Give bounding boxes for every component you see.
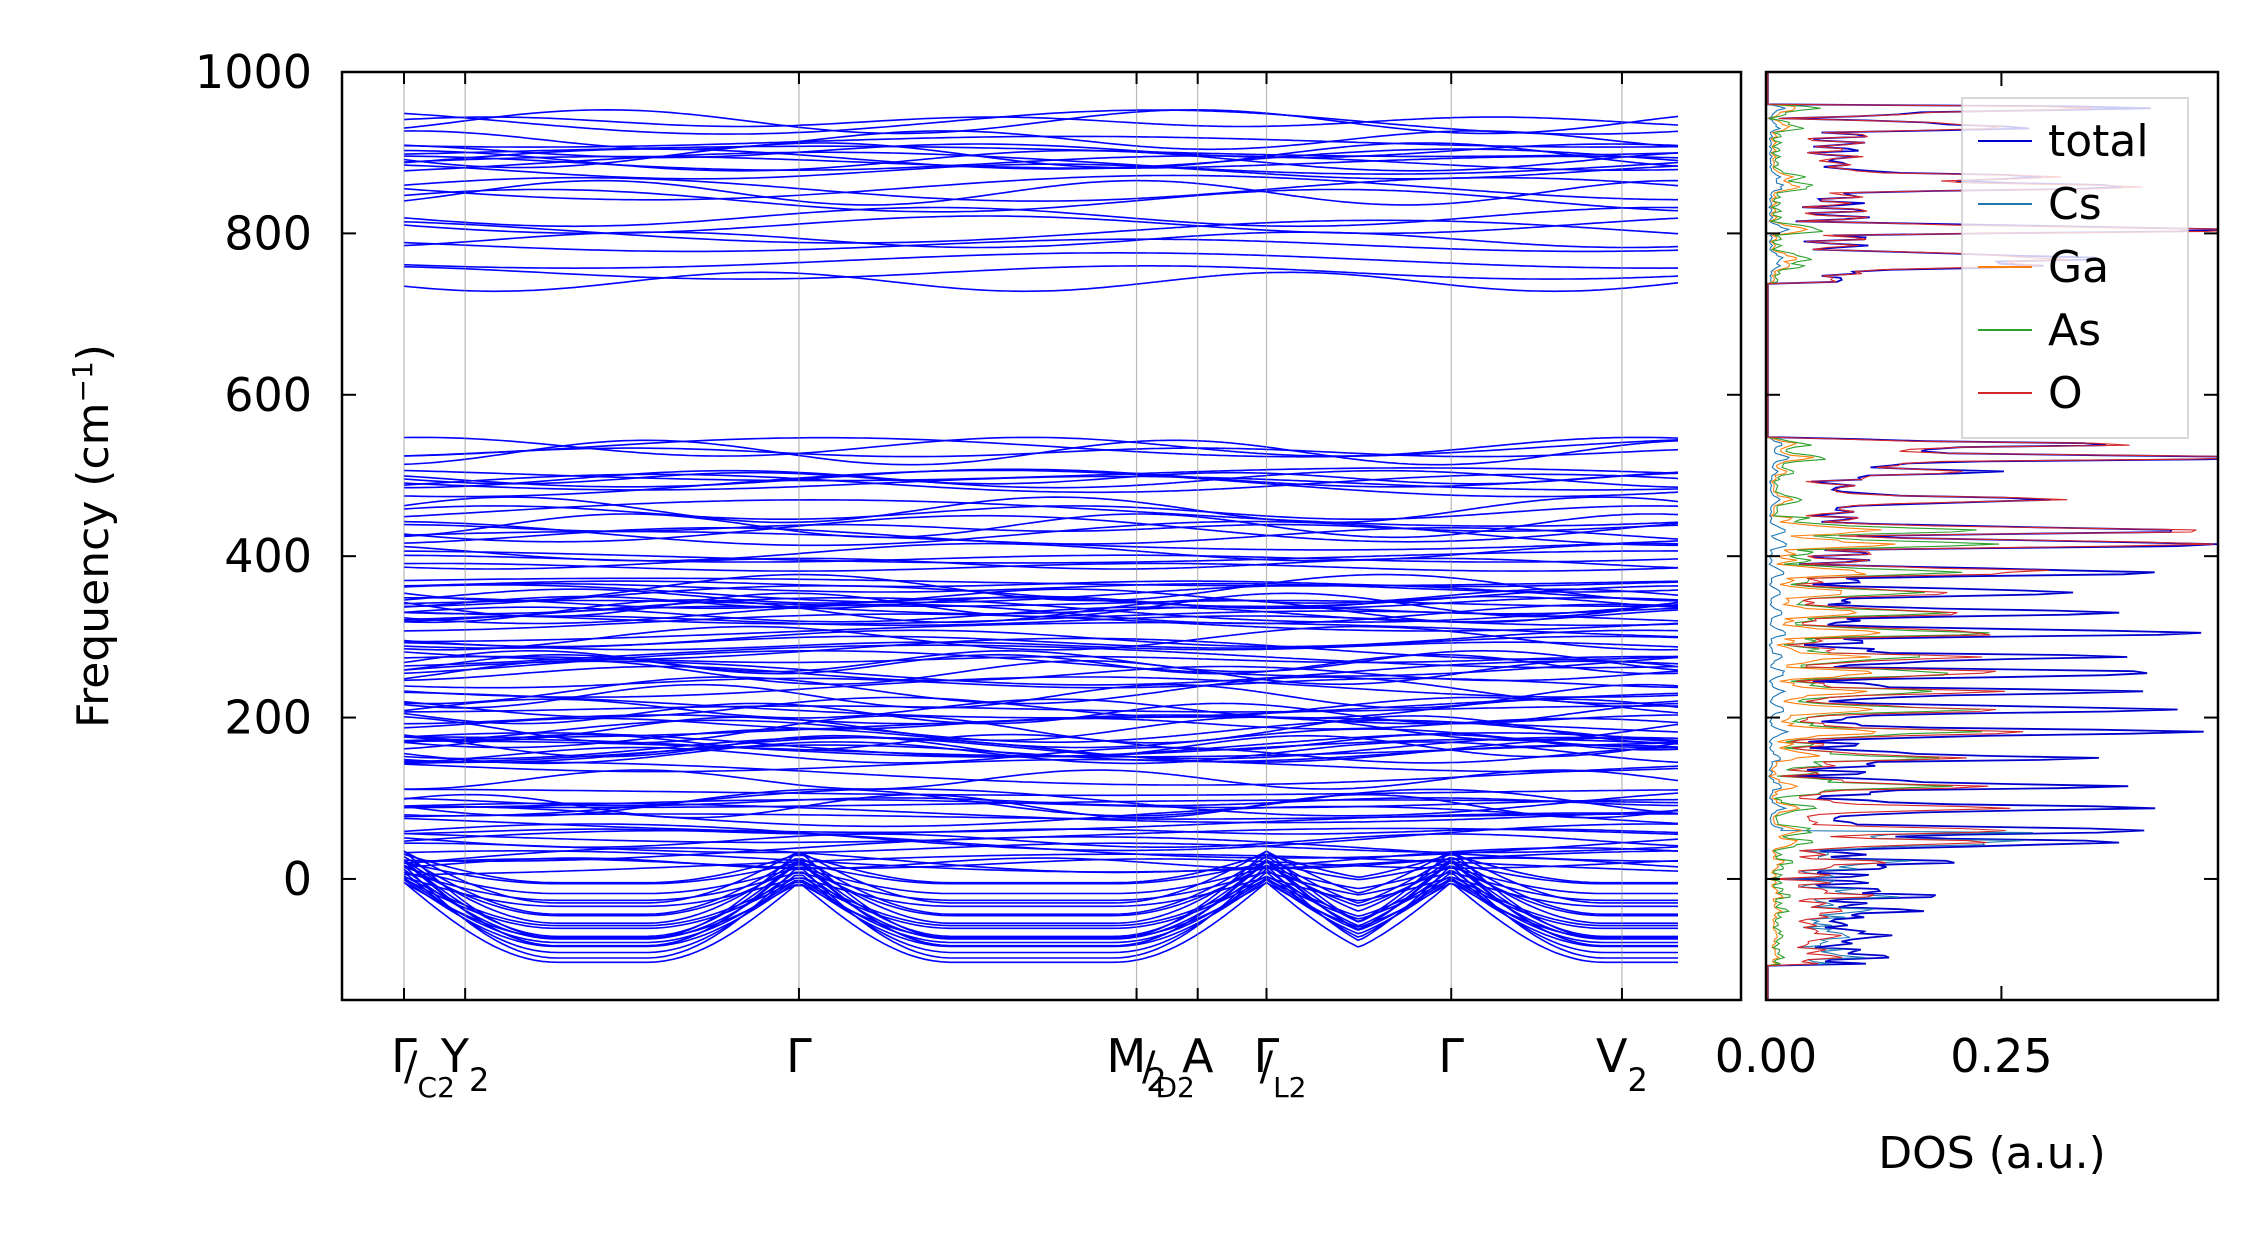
band-line [404, 506, 1137, 519]
band-line [404, 500, 1137, 517]
legend-label: As [2048, 305, 2101, 356]
band-line [1137, 727, 1267, 739]
band-line [1267, 834, 1679, 846]
band-line [1137, 266, 1267, 269]
band-line [1137, 146, 1267, 149]
band-line [404, 253, 1137, 268]
band-line [1137, 273, 1267, 284]
band-line [1137, 547, 1267, 550]
band-line [1137, 795, 1267, 796]
band-line [1137, 703, 1267, 709]
y-tick-label: 600 [224, 368, 312, 422]
k-point-label: Γ [786, 1029, 812, 1083]
band-line [1137, 555, 1267, 557]
band-line [404, 232, 1137, 247]
y-tick-label: 800 [224, 206, 312, 260]
band-line [1267, 541, 1679, 550]
dos-x-axis-label: DOS (a.u.) [1878, 1128, 2106, 1179]
dos-x-tick-label: 0.00 [1715, 1029, 1817, 1083]
y-axis-label: Frequency (cm−1) [66, 344, 120, 728]
band-line [1137, 623, 1267, 624]
y-tick-label: 400 [224, 529, 312, 583]
band-line [1267, 551, 1679, 559]
dos-legend: total Cs Ga As O [1962, 98, 2188, 438]
band-line [404, 770, 1137, 789]
band-line [1137, 657, 1267, 661]
band-line [1267, 764, 1679, 772]
band-line [1137, 123, 1267, 127]
band-line [1137, 536, 1267, 543]
legend-label: O [2048, 368, 2083, 419]
band-line [1137, 771, 1267, 786]
band-line [1137, 581, 1267, 582]
dos-x-tick-label: 0.25 [1950, 1029, 2052, 1083]
band-line [1137, 486, 1267, 492]
k-point-label: V2 [1596, 1029, 1648, 1099]
band-line [1137, 137, 1267, 140]
band-line [404, 164, 1137, 179]
band-line [1267, 256, 1679, 269]
y-tick-label: 0 [283, 852, 312, 906]
band-line [404, 110, 1137, 134]
band-line [1137, 559, 1267, 562]
band-line [1137, 720, 1267, 728]
band-line [1137, 800, 1267, 801]
legend-label: Ga [2048, 242, 2109, 293]
k-point-sublabel: /L2 [1260, 1044, 1307, 1104]
band-line [1137, 191, 1267, 201]
band-line [1137, 253, 1267, 256]
band-line [1267, 232, 1679, 247]
band-line [1137, 564, 1267, 566]
band-line [1267, 565, 1679, 571]
y-tick-label: 1000 [195, 45, 312, 99]
legend-label: Cs [2048, 179, 2102, 230]
band-line [1267, 208, 1679, 227]
band-line [1137, 189, 1267, 198]
band-line [1267, 770, 1679, 789]
band-lines [404, 110, 1678, 963]
band-line [1267, 506, 1679, 519]
band-line [1267, 272, 1679, 291]
band-line [1267, 242, 1679, 252]
band-line [1267, 677, 1679, 704]
band-line [1137, 650, 1267, 657]
band-line [404, 272, 1137, 291]
band-line [1137, 175, 1267, 177]
band-line [1137, 711, 1267, 712]
k-point-label: Γ [1438, 1029, 1464, 1083]
band-line [1137, 837, 1267, 842]
legend-label: total [2048, 116, 2149, 167]
y-tick-label: 200 [224, 691, 312, 745]
band-line [404, 661, 1137, 684]
